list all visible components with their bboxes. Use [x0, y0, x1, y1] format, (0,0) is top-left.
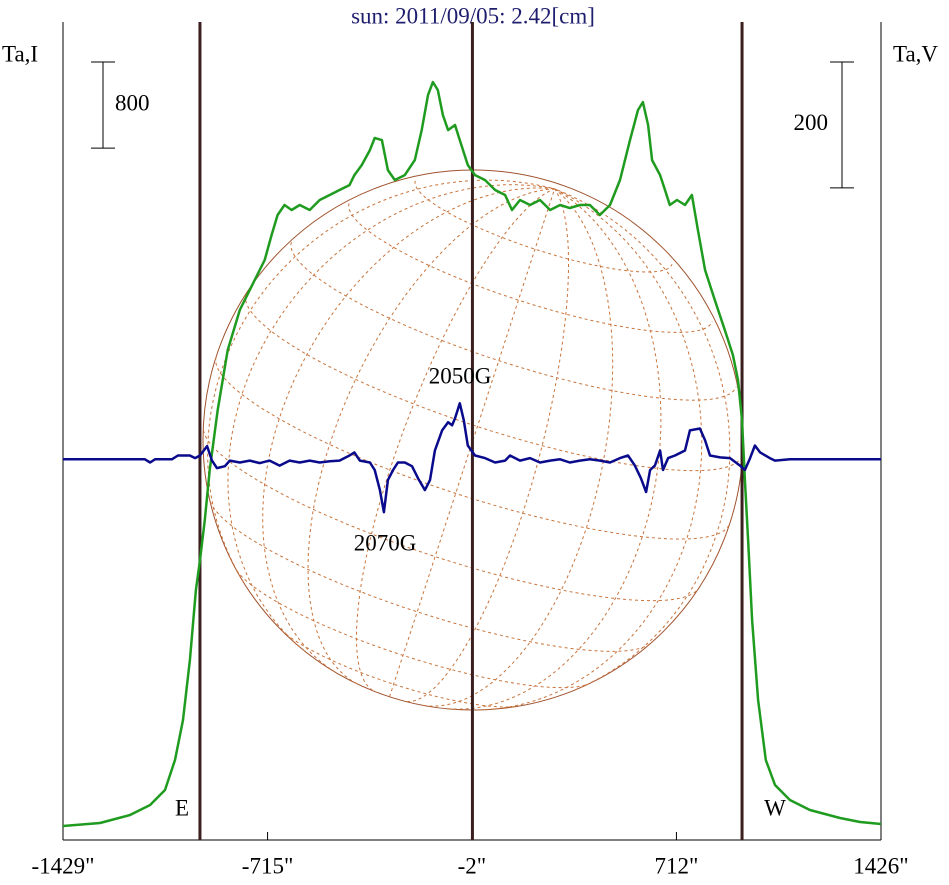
y-axis-label: Ta,I	[2, 41, 38, 66]
meridian	[554, 188, 731, 691]
parallel	[209, 501, 650, 652]
annotation: W	[764, 795, 786, 820]
solar-disk	[202, 169, 744, 711]
x-tick-label: 712"	[654, 853, 698, 878]
parallel	[414, 180, 673, 273]
series-line	[63, 402, 881, 514]
meridian	[355, 188, 555, 691]
annotation: 2050G	[429, 363, 492, 388]
meridian	[227, 184, 555, 652]
x-tick-label: -715"	[242, 853, 294, 878]
parallel	[281, 629, 517, 708]
annotation: E	[175, 795, 189, 820]
meridian	[262, 187, 555, 673]
parallel	[290, 242, 737, 401]
x-tick-label: -1429"	[31, 853, 94, 878]
scale-bar-label: 200	[794, 110, 829, 135]
annotation: 2070G	[354, 530, 417, 555]
plot-area: -1429" -715" -2" 712" 1426" 800 200 2050G 2070G E…	[31, 22, 909, 878]
parallel	[236, 570, 588, 689]
series-line	[62, 80, 882, 828]
meridian	[406, 188, 569, 703]
parallel	[348, 203, 713, 333]
meridian	[207, 179, 555, 583]
parallel	[215, 356, 731, 540]
scale-bar-label: 800	[115, 90, 150, 115]
y2-axis-label: Ta,V	[893, 41, 938, 66]
meridian	[389, 188, 556, 697]
x-tick-label: 1426"	[853, 853, 908, 878]
x-tick-label: -2"	[458, 853, 487, 878]
meridian	[485, 188, 703, 711]
parallel	[202, 430, 698, 602]
